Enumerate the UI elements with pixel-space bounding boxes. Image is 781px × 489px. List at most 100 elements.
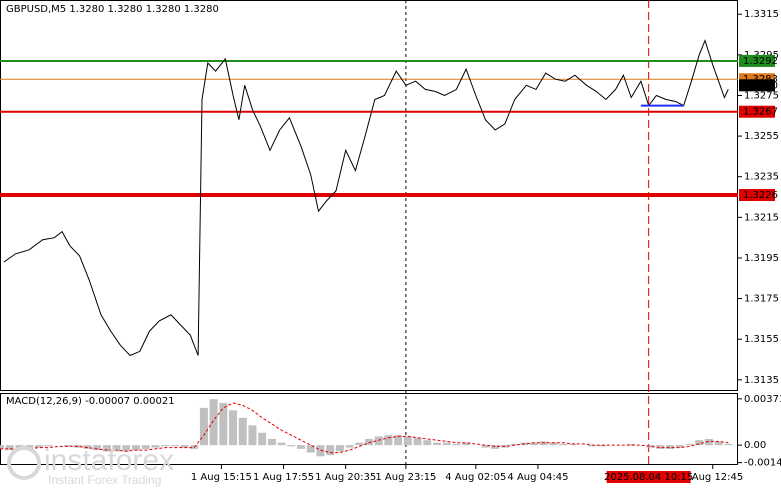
macd-bar	[481, 445, 490, 448]
y-tick-label: 1.3275	[744, 90, 779, 101]
macd-bar	[598, 445, 607, 447]
macd-bar	[297, 445, 306, 449]
macd-bar	[384, 435, 393, 446]
macd-bar	[365, 438, 373, 446]
y-tick-label: 1.3195	[744, 253, 779, 264]
macd-bar	[714, 441, 723, 446]
macd-bar	[141, 445, 150, 449]
macd-y-tick-label: 0.00373	[744, 394, 781, 405]
macd-bar	[568, 443, 577, 446]
macd-signal	[0, 402, 729, 454]
macd-bar	[413, 437, 422, 446]
macd-bar	[258, 432, 267, 446]
macd-bar	[675, 445, 684, 448]
macd-bar	[394, 435, 403, 446]
macd-bar	[510, 443, 519, 446]
macd-bar	[423, 440, 432, 446]
macd-bar	[102, 445, 111, 452]
macd-bar	[588, 445, 597, 447]
macd-bar	[462, 442, 471, 446]
y-tick-label: 1.3235	[744, 172, 779, 183]
macd-bar	[432, 442, 441, 446]
macd-bar	[656, 445, 665, 449]
x-tick-label: 4 Aug 12:45	[682, 472, 743, 483]
macd-bar	[131, 445, 140, 451]
y-tick-label: 1.3315	[744, 9, 779, 20]
macd-bar	[539, 441, 548, 446]
macd-bar	[180, 445, 189, 448]
macd-bar	[666, 445, 675, 449]
macd-bar	[248, 425, 257, 446]
macd-bar	[403, 436, 412, 446]
macd-bar	[695, 440, 704, 446]
macd-bar	[646, 445, 655, 448]
macd-bar	[277, 442, 286, 446]
macd-bar	[374, 436, 383, 446]
crosshair-label: 2025.08.04 10:15	[604, 472, 693, 483]
macd-bar	[93, 445, 102, 451]
level-label-box	[739, 105, 775, 118]
macd-bar	[112, 445, 121, 452]
price-line	[3, 39, 729, 357]
watermark-brand: instaforex	[44, 444, 174, 477]
macd-bar	[0, 445, 4, 449]
macd-bar	[209, 399, 218, 446]
macd-title: MACD(12,26,9) -0.00007 0.00021	[6, 396, 175, 407]
macd-bar	[219, 402, 228, 446]
macd-bar	[559, 443, 568, 446]
watermark-logo	[7, 446, 41, 480]
y-tick-label: 1.3255	[744, 131, 779, 142]
level-label: 1.3292	[743, 56, 778, 67]
macd-bar	[345, 445, 354, 448]
macd-bar	[491, 445, 500, 449]
macd-bar	[326, 445, 335, 456]
watermark: instaforex Instant Forex Trading	[7, 444, 174, 487]
crosshair-label-box	[606, 471, 691, 483]
macd-bar	[724, 443, 733, 446]
macd-bar	[238, 417, 247, 446]
x-tick-label: 1 Aug 17:55	[253, 472, 314, 483]
x-tick-label: 1 Aug 15:15	[191, 472, 252, 483]
macd-bar	[530, 442, 539, 446]
macd-bar	[44, 445, 53, 447]
macd-bar	[229, 410, 238, 446]
macd-bar	[161, 445, 170, 447]
macd-bar	[627, 443, 636, 446]
macd-bar	[316, 445, 325, 457]
level-label-box	[739, 54, 775, 67]
x-tick-label: 1 Aug 23:15	[375, 472, 436, 483]
x-tick-label: 1 Aug 20:35	[315, 472, 376, 483]
macd-bar	[685, 443, 694, 446]
macd-bar	[442, 442, 451, 446]
macd-bar	[25, 445, 34, 448]
level-label-box	[739, 79, 775, 92]
macd-bar	[122, 445, 131, 452]
macd-bar	[549, 442, 558, 446]
macd-bar	[170, 445, 179, 447]
macd-bar	[452, 443, 461, 446]
macd-bar	[287, 445, 296, 447]
macd-bar	[83, 445, 92, 449]
macd-pane	[0, 393, 738, 465]
chart-title: GBPUSD,M5 1.3280 1.3280 1.3280 1.3280	[6, 4, 219, 15]
y-tick-label: 1.3215	[744, 212, 779, 223]
y-tick-label: 1.3155	[744, 334, 779, 345]
macd-y-tick-label: 0.00	[744, 440, 766, 451]
x-tick-label: 4 Aug 04:45	[507, 472, 568, 483]
macd-bar	[199, 407, 208, 446]
level-label-box	[739, 189, 775, 201]
level-label: 1.3267	[743, 107, 778, 118]
level-label: 1.3226	[743, 190, 778, 201]
level-label: 1.3280	[743, 80, 778, 91]
macd-y-tick-label: -0.00141	[744, 458, 781, 469]
macd-bar	[704, 438, 713, 446]
watermark-tagline: Instant Forex Trading	[48, 473, 161, 487]
macd-bar	[5, 445, 14, 451]
macd-bar	[151, 445, 160, 448]
macd-bar	[63, 445, 72, 447]
macd-bar	[306, 445, 315, 453]
macd-bar	[267, 438, 276, 446]
macd-bar	[355, 442, 364, 446]
macd-bar	[335, 445, 344, 452]
